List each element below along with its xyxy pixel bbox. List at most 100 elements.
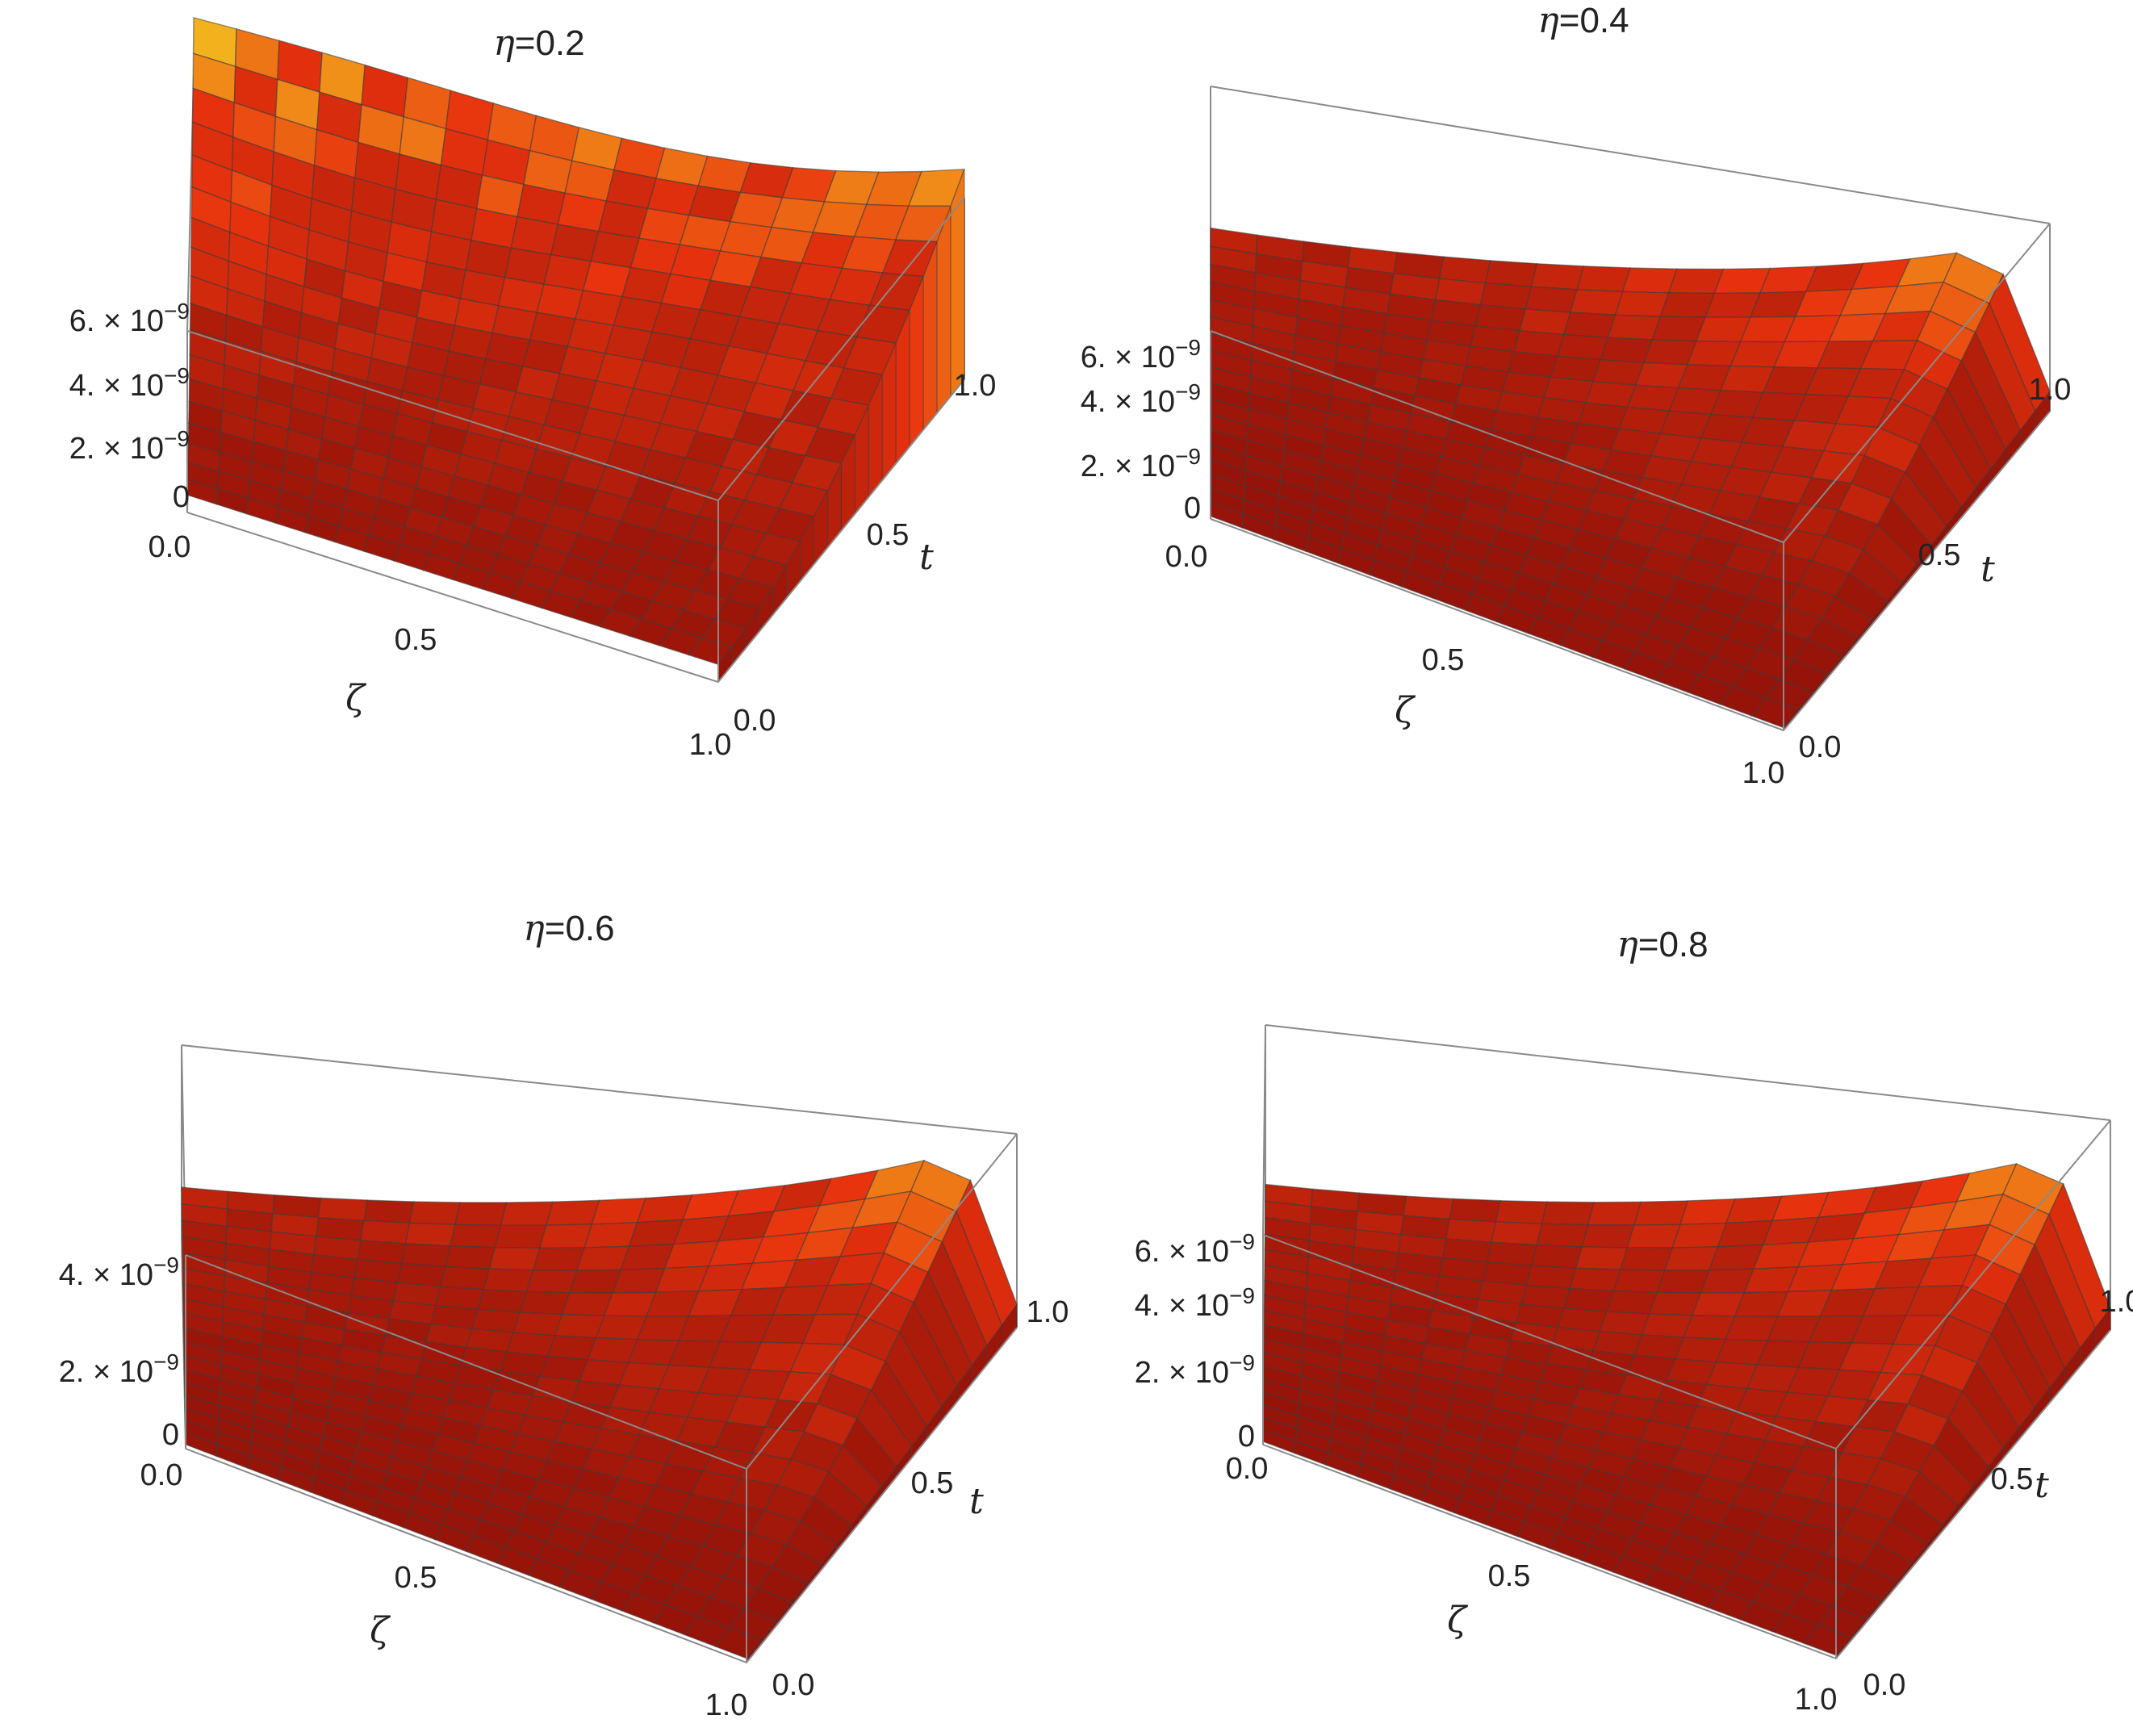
surface-patch xyxy=(494,1224,547,1249)
z-tick-label: 2. × 10−9 xyxy=(1135,1350,1255,1391)
x-tick-label: 1.0 xyxy=(1795,1683,1838,1717)
surface-patch xyxy=(1612,1269,1666,1294)
y-tick-label: 0.0 xyxy=(772,1668,815,1702)
surface-patch xyxy=(1562,312,1616,339)
surface xyxy=(1210,227,2051,729)
x-tick-label: 0.5 xyxy=(1422,643,1465,677)
z-tick-label: 6. × 10−9 xyxy=(1135,1229,1255,1270)
surface-patch xyxy=(1600,337,1654,363)
panel-title: η=0.2 xyxy=(493,23,584,64)
surface-patch xyxy=(1576,266,1631,293)
surface-patch xyxy=(545,1199,600,1226)
surface-patch xyxy=(488,1247,541,1271)
panel-title: η=0.4 xyxy=(1537,0,1629,41)
y-axis-label: t xyxy=(919,537,934,578)
surface xyxy=(181,1159,1018,1659)
surface-patch xyxy=(512,1311,563,1337)
surface-patch xyxy=(445,1245,496,1270)
y-tick-label: 1.0 xyxy=(1027,1295,1069,1329)
surface-patch xyxy=(440,1265,491,1290)
surface-patch xyxy=(450,1224,502,1249)
surface-patch xyxy=(1592,359,1646,386)
box-front xyxy=(1262,1119,2111,1659)
surface-patch xyxy=(1486,1241,1538,1266)
surface-patch xyxy=(1525,1265,1577,1290)
y-axis-label: t xyxy=(2035,1465,2049,1506)
x-tick-label: 0.5 xyxy=(395,1561,437,1595)
x-axis-label: ζ xyxy=(1447,1600,1469,1641)
z-tick-label: 2. × 10−9 xyxy=(59,1349,179,1390)
z-tick-label: 2. × 10−9 xyxy=(69,426,190,466)
panel-3: η=0.6 0.0 0.5 1.0 0.0 0.5 1.0 0 2. × 10−9 4. × 10… xyxy=(59,908,1069,1722)
x-tick-label: 0.0 xyxy=(1165,540,1208,574)
surface-patch xyxy=(532,1247,586,1271)
surface-patch xyxy=(1563,1287,1615,1312)
z-tick-label: 0 xyxy=(173,480,190,514)
z-tick-label: 0 xyxy=(1184,492,1201,525)
z-tick-label: 6. × 10−9 xyxy=(1081,335,1201,375)
surface-patch xyxy=(317,1197,368,1222)
y-tick-label: 0.5 xyxy=(1918,538,1961,572)
panel-2: η=0.4 0.0 0.5 1.0 0.0 0.5 1.0 0 2. × 10−9 4. × 10… xyxy=(1081,0,2072,790)
surface-patch xyxy=(400,1243,451,1268)
z-tick-label: 4. × 10−9 xyxy=(1081,379,1201,420)
y-tick-label: 1.0 xyxy=(2029,373,2072,407)
surface-patch xyxy=(1541,1201,1596,1226)
surface-patch xyxy=(568,1269,622,1294)
surface-patch xyxy=(1663,1246,1719,1271)
surface-patch xyxy=(1556,333,1609,361)
y-tick-label: 0.5 xyxy=(867,518,910,552)
surface-patch xyxy=(363,1199,415,1224)
side-patch xyxy=(936,206,951,415)
x-tick-label: 0.5 xyxy=(395,623,437,657)
x-axis-label: ζ xyxy=(1395,690,1416,731)
surface-side xyxy=(717,169,965,684)
x-tick-label: 1.0 xyxy=(705,1688,748,1722)
surface-side xyxy=(1835,1307,2111,1660)
y-axis-label: t xyxy=(1980,549,1995,590)
z-tick-label: 6. × 10−9 xyxy=(69,299,190,339)
surface-patch xyxy=(483,1268,534,1293)
z-tick-label: 4. × 10−9 xyxy=(1135,1283,1255,1324)
surface-patch xyxy=(1524,286,1578,313)
x-axis-label: ζ xyxy=(345,678,367,719)
y-tick-label: 0.5 xyxy=(1991,1462,2034,1496)
x-tick-label: 0.0 xyxy=(148,530,191,564)
x-tick-label: 0.5 xyxy=(1488,1559,1531,1593)
y-axis-label: t xyxy=(969,1481,984,1522)
x-axis-label: ζ xyxy=(370,1610,391,1651)
surface-patch xyxy=(519,1290,571,1316)
y-tick-label: 1.0 xyxy=(2100,1285,2133,1319)
surface-patch xyxy=(1587,1201,1642,1226)
y-tick-label: 0.0 xyxy=(1863,1668,1906,1702)
surface-patch xyxy=(1530,1244,1583,1269)
panel-4: η=0.8 0.0 0.5 1.0 0.0 0.5 1.0 0 2. × 10−9 4. × 10… xyxy=(1135,924,2133,1717)
y-tick-label: 0.0 xyxy=(734,704,776,738)
surface-patch xyxy=(525,1270,578,1294)
surface-patch xyxy=(360,1219,411,1244)
surface-patch xyxy=(1581,1224,1635,1249)
surface-patch xyxy=(1530,263,1585,291)
surface-patch xyxy=(477,1289,528,1313)
surface-patch xyxy=(1614,291,1670,317)
x-tick-label: 0.0 xyxy=(140,1458,183,1492)
surface-side xyxy=(1783,390,2051,732)
surface-side xyxy=(746,1303,1018,1664)
x-tick-label: 1.0 xyxy=(1742,756,1785,790)
panel-1: η=0.20.00.51.00.00.51.002. × 10−94. × 10… xyxy=(69,16,996,762)
surface-patch xyxy=(1619,1247,1674,1271)
surface-patch xyxy=(1621,267,1678,294)
surface-patch xyxy=(1570,289,1624,316)
surface-patch xyxy=(1449,1198,1501,1223)
side-patch xyxy=(950,169,965,398)
z-tick-label: 4. × 10−9 xyxy=(69,363,190,404)
surface-patch xyxy=(1519,308,1571,336)
surface-patch xyxy=(1607,314,1662,341)
surface-patch xyxy=(1491,1221,1543,1246)
box-front xyxy=(185,1133,1018,1663)
box-front xyxy=(1210,223,2051,731)
z-tick-label: 0 xyxy=(162,1418,179,1452)
surface-patch xyxy=(1605,1290,1658,1315)
